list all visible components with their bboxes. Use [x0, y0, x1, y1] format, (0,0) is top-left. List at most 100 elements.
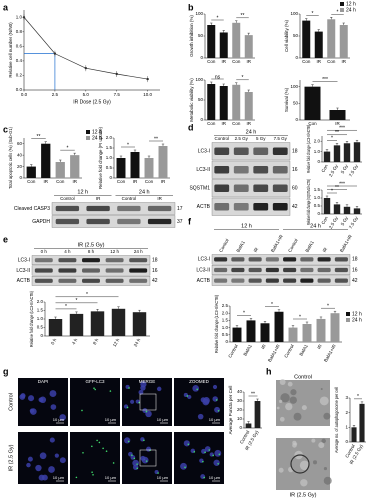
- scale-bar-label: 10 µm: [105, 417, 117, 422]
- y-tick-label: 40: [17, 152, 23, 157]
- blot-strip: [211, 179, 291, 198]
- blot-header: 12 h: [241, 223, 252, 229]
- nucleus: [130, 399, 135, 404]
- x-tick-label: 12 h: [112, 337, 121, 348]
- blot-band: [334, 257, 348, 262]
- bar: [274, 311, 284, 342]
- band-size: 60: [292, 186, 298, 192]
- nucleus: [146, 446, 152, 452]
- band-size: 16: [352, 267, 358, 273]
- y-tick-label: 1.5: [37, 308, 44, 313]
- puncta: [187, 443, 190, 446]
- significance: *: [331, 136, 333, 142]
- em-texture: [293, 412, 302, 421]
- micrograph: [70, 378, 120, 426]
- significance: **: [154, 136, 158, 142]
- blot-band: [317, 257, 331, 262]
- nucleus: [48, 466, 55, 473]
- significance: ***: [339, 181, 345, 187]
- x-tick-label: 7.5: [114, 92, 121, 97]
- blot-strip: [211, 160, 291, 179]
- bar: [327, 19, 336, 59]
- y-tick-label: 20: [17, 164, 23, 169]
- scale-bar-label: 10 µm: [157, 475, 169, 480]
- x-tick-label: Control: [227, 344, 239, 359]
- bar: [329, 110, 346, 120]
- y-tick-label: 0.5: [106, 165, 113, 170]
- y-axis-label: Growth inhibition (%): [189, 15, 194, 57]
- puncta: [136, 463, 138, 465]
- y-tick-label: 2: [345, 410, 348, 415]
- y-tick-label: 0.5: [222, 332, 229, 337]
- blot-strip: [211, 197, 291, 216]
- significance: *: [242, 75, 244, 81]
- zoom-box: [139, 449, 157, 467]
- x-tick-label: 5 Gy: [340, 215, 349, 226]
- nucleus: [197, 413, 204, 420]
- x-tick-label: Con: [117, 179, 126, 184]
- bar: [207, 84, 216, 120]
- nucleus: [187, 394, 192, 400]
- y-tick-label: 1: [345, 425, 348, 430]
- image-label: Control: [294, 374, 312, 380]
- bar: [323, 198, 331, 214]
- nucleus: [140, 381, 147, 388]
- blot-header: 24 h: [310, 223, 321, 229]
- em-texture: [290, 389, 297, 396]
- blot-header: 24 h: [246, 129, 257, 135]
- band-name: ACTB: [197, 278, 211, 284]
- x-tick-label: IR: [335, 121, 340, 126]
- blot-band: [34, 268, 53, 273]
- blot-condition: 24 h: [134, 249, 143, 254]
- bar: [244, 35, 253, 58]
- y-tick-label: 1.0: [16, 14, 23, 19]
- nucleus: [54, 453, 59, 458]
- bar: [219, 86, 228, 120]
- nucleus: [124, 437, 131, 444]
- x-tick-label: Con: [320, 215, 329, 225]
- bar: [359, 403, 365, 442]
- legend-label: 24 h: [352, 317, 362, 323]
- x-tick-label: IR: [247, 121, 252, 126]
- blot-band: [233, 203, 249, 211]
- x-tick-label: 8 h: [92, 337, 100, 345]
- band-name: LC3-II: [196, 167, 210, 173]
- scale-bar-label: 10 µm: [209, 475, 221, 480]
- blot-condition: Control: [122, 196, 137, 201]
- row-label: IR (2.5 Gy): [8, 444, 14, 471]
- legend-label: 12 h: [92, 129, 102, 135]
- blot-band: [147, 218, 172, 225]
- puncta: [145, 410, 148, 413]
- y-tick-label: 0: [19, 175, 22, 180]
- blot-condition: Control: [218, 238, 230, 253]
- column-label: ZOOMED: [189, 379, 209, 384]
- puncta: [143, 439, 145, 442]
- significance: *: [217, 15, 219, 21]
- significance: *: [76, 298, 78, 304]
- band-size: 37: [177, 219, 183, 225]
- blot-condition: BafA1: [235, 240, 246, 254]
- blot-band: [129, 278, 148, 283]
- puncta: [102, 447, 104, 450]
- puncta: [81, 409, 83, 412]
- nucleus: [145, 410, 152, 418]
- x-tick-label: Con: [207, 59, 216, 64]
- blot-band: [214, 166, 230, 174]
- blot-band: [334, 267, 348, 273]
- blot-band: [233, 184, 249, 192]
- y-tick-label: 50: [198, 33, 204, 38]
- em-texture: [276, 406, 280, 410]
- blot-band: [231, 257, 245, 262]
- significance: *: [337, 10, 339, 16]
- bar: [343, 206, 351, 214]
- legend-label: 24 h: [92, 135, 102, 141]
- x-tick-label: 5.0: [83, 92, 90, 97]
- y-tick-label: 0.8: [16, 29, 23, 34]
- blot-band: [248, 278, 262, 283]
- puncta: [186, 395, 189, 397]
- blot-band: [233, 147, 249, 155]
- nucleus: [138, 389, 144, 395]
- blot-band: [317, 267, 331, 273]
- puncta: [109, 390, 112, 392]
